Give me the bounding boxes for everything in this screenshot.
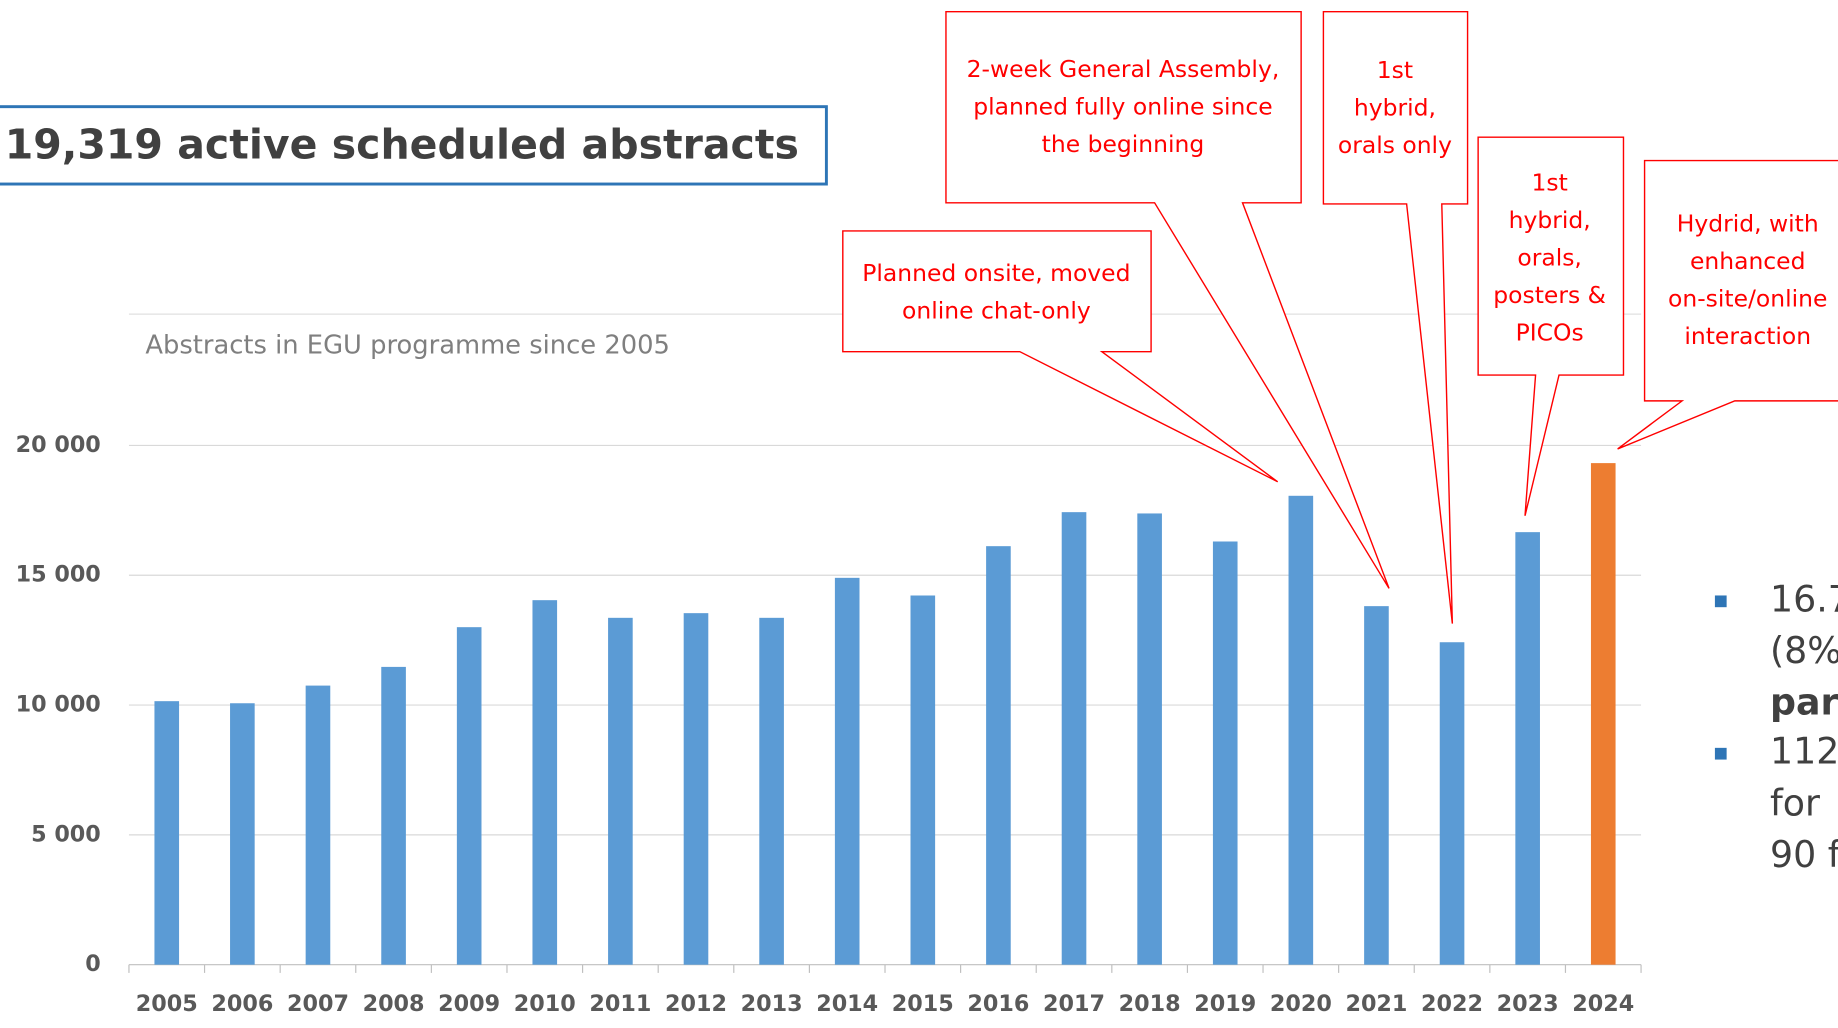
callout-text: hybrid, <box>1509 206 1591 234</box>
bar <box>456 627 482 965</box>
callout-box <box>1617 159 1838 450</box>
x-tick-label: 2013 <box>741 991 803 1017</box>
bullet-text: 112 <box>1770 730 1838 773</box>
bar <box>910 595 936 965</box>
bar <box>1590 463 1616 965</box>
bar <box>1439 642 1465 965</box>
x-tick-label: 2024 <box>1572 991 1634 1017</box>
x-tick-label: 2005 <box>136 991 198 1017</box>
bar <box>305 685 331 965</box>
bullet-text: (8% <box>1770 629 1838 672</box>
y-tick-label: 0 <box>85 951 101 977</box>
callout-text: Hydrid, with <box>1677 210 1819 238</box>
callout-text: 2-week General Assembly, <box>967 55 1280 83</box>
callout-box <box>1322 11 1469 624</box>
bar <box>608 617 633 965</box>
callout-box <box>945 11 1390 589</box>
x-tick-label: 2023 <box>1497 991 1559 1017</box>
bar <box>1061 512 1087 965</box>
y-tick-label: 10 000 <box>16 692 101 718</box>
bar <box>759 617 784 965</box>
x-tick-label: 2007 <box>287 991 349 1017</box>
bar <box>986 546 1011 965</box>
bar <box>532 600 558 965</box>
title: 19,319 active scheduled abstracts <box>5 121 799 169</box>
x-tick-label: 2008 <box>363 991 425 1017</box>
bar <box>683 613 709 965</box>
bar <box>1364 606 1389 965</box>
bar <box>1515 532 1540 965</box>
bar <box>1288 495 1314 965</box>
bar <box>1212 541 1238 965</box>
bullet-text: 90 f <box>1770 833 1838 876</box>
bullet-marker <box>1714 595 1727 608</box>
callout-text: 1st <box>1531 169 1567 197</box>
title-box <box>0 105 828 186</box>
x-tick-label: 2014 <box>816 991 878 1017</box>
y-tick-label: 15 000 <box>16 562 101 588</box>
y-tick-label: 5 000 <box>31 821 101 847</box>
callout-text: Planned onsite, moved <box>862 259 1130 287</box>
callout-text: interaction <box>1684 322 1811 350</box>
x-tick-label: 2015 <box>892 991 954 1017</box>
callout-text: the beginning <box>1042 130 1205 158</box>
bullet-text: par <box>1770 680 1838 723</box>
x-tick-label: 2022 <box>1421 991 1483 1017</box>
callout-text: orals only <box>1338 131 1452 159</box>
callout-box <box>1477 136 1625 516</box>
bar <box>381 666 406 965</box>
bullet-text: 16.7 <box>1770 577 1838 620</box>
callout-text: hybrid, <box>1354 94 1436 122</box>
x-tick-label: 2010 <box>514 991 576 1017</box>
x-tick-label: 2016 <box>967 991 1029 1017</box>
x-tick-label: 2009 <box>438 991 500 1017</box>
x-tick-label: 2020 <box>1270 991 1332 1017</box>
callout-text: planned fully online since <box>973 92 1272 120</box>
callout-text: PICOs <box>1516 319 1584 347</box>
callout-text: online chat-only <box>902 296 1091 324</box>
x-tick-label: 2019 <box>1194 991 1256 1017</box>
bar <box>230 703 255 965</box>
bar <box>834 577 860 965</box>
callout-text: enhanced <box>1690 247 1806 275</box>
x-tick-label: 2006 <box>211 991 273 1017</box>
bullet-text: for <box>1770 781 1820 824</box>
chart-subtitle: Abstracts in EGU programme since 2005 <box>145 330 670 360</box>
callout-text: orals, <box>1517 244 1582 272</box>
x-tick-label: 2011 <box>589 991 651 1017</box>
callout-box <box>842 230 1279 483</box>
y-tick-label: 20 000 <box>16 432 101 458</box>
bar <box>154 701 180 965</box>
bullet-marker <box>1714 747 1727 760</box>
bar <box>1137 513 1162 965</box>
x-tick-label: 2021 <box>1345 991 1407 1017</box>
x-tick-label: 2012 <box>665 991 727 1017</box>
callout-text: posters & <box>1493 281 1606 309</box>
callout-text: 1st <box>1377 56 1413 84</box>
x-tick-label: 2017 <box>1043 991 1105 1017</box>
callout-text: on-site/online <box>1668 285 1827 313</box>
x-tick-label: 2018 <box>1119 991 1181 1017</box>
